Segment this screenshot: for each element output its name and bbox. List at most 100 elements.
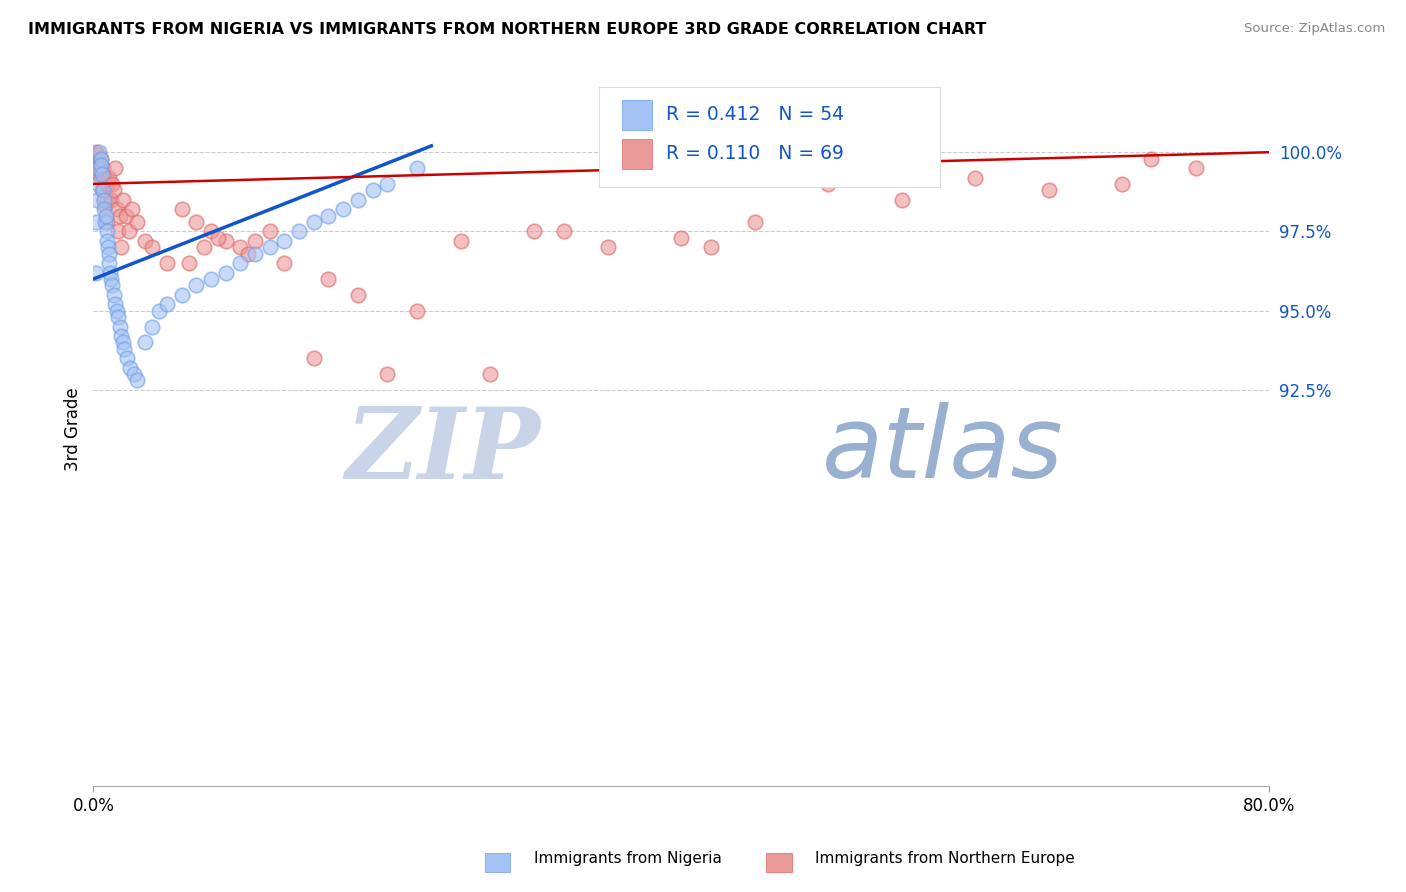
Point [89, 158, 111, 172]
Point [96, 224, 118, 238]
Point [100, 272, 122, 286]
Point [243, 234, 266, 248]
Point [94, 215, 117, 229]
Point [214, 234, 236, 248]
Point [93, 202, 115, 217]
Point [97, 246, 120, 260]
Point [1038, 183, 1060, 197]
Point [86, 193, 108, 207]
Point [107, 224, 129, 238]
Point [361, 183, 384, 197]
Point [669, 231, 692, 245]
Point [347, 288, 370, 302]
Point [186, 215, 208, 229]
Point [94, 177, 117, 191]
Point [107, 310, 129, 324]
Point [318, 272, 340, 286]
Point [91, 161, 114, 175]
Point [111, 335, 134, 350]
Point [450, 234, 472, 248]
Point [90, 158, 112, 172]
Point [596, 240, 619, 254]
Point [98, 266, 121, 280]
Point [817, 177, 839, 191]
Point [302, 215, 325, 229]
Point [98, 256, 121, 270]
Point [90, 152, 112, 166]
Point [90, 170, 112, 185]
Point [259, 224, 281, 238]
Point [101, 278, 124, 293]
Point [288, 224, 311, 238]
Point [103, 288, 125, 302]
Point [87, 177, 110, 191]
Text: atlas: atlas [823, 402, 1064, 500]
Point [98, 170, 121, 185]
Point [127, 373, 149, 387]
Point [186, 278, 208, 293]
Point [94, 199, 117, 213]
Point [84, 266, 107, 280]
Point [170, 202, 193, 217]
Point [91, 168, 114, 182]
Point [156, 256, 179, 270]
Point [86, 154, 108, 169]
Point [405, 161, 427, 175]
Y-axis label: 3rd Grade: 3rd Grade [65, 388, 82, 471]
Point [87, 161, 110, 175]
Point [108, 209, 131, 223]
Point [200, 224, 222, 238]
Point [318, 209, 340, 223]
Point [104, 161, 127, 175]
Point [890, 193, 912, 207]
Point [229, 256, 252, 270]
Text: IMMIGRANTS FROM NIGERIA VS IMMIGRANTS FROM NORTHERN EUROPE 3RD GRADE CORRELATION: IMMIGRANTS FROM NIGERIA VS IMMIGRANTS FR… [28, 22, 987, 37]
Point [93, 193, 115, 207]
Point [148, 303, 170, 318]
Point [90, 152, 112, 166]
Point [120, 360, 142, 375]
Point [87, 161, 110, 175]
Point [200, 272, 222, 286]
Text: R = 0.412   N = 54: R = 0.412 N = 54 [666, 105, 844, 124]
Point [156, 297, 179, 311]
Point [236, 246, 259, 260]
Point [124, 367, 146, 381]
Point [97, 240, 120, 254]
Point [83, 152, 105, 166]
Point [103, 183, 125, 197]
Point [104, 297, 127, 311]
Point [114, 209, 136, 223]
Point [259, 240, 281, 254]
Point [1140, 152, 1163, 166]
Point [193, 240, 215, 254]
Point [91, 183, 114, 197]
Point [105, 202, 128, 217]
Point [89, 145, 111, 160]
Point [115, 351, 138, 366]
Point [93, 170, 115, 185]
Point [273, 234, 295, 248]
Point [111, 193, 134, 207]
Text: ZIP: ZIP [344, 402, 540, 500]
Point [134, 335, 156, 350]
Point [207, 231, 229, 245]
Point [117, 224, 139, 238]
Point [302, 351, 325, 366]
Point [141, 240, 163, 254]
Point [96, 193, 118, 207]
Point [405, 303, 427, 318]
Point [170, 288, 193, 302]
Point [89, 168, 111, 182]
Point [243, 246, 266, 260]
Point [744, 215, 766, 229]
Point [273, 256, 295, 270]
Point [965, 170, 987, 185]
Point [375, 177, 398, 191]
Point [96, 234, 118, 248]
FancyBboxPatch shape [623, 100, 652, 130]
Text: R = 0.110   N = 69: R = 0.110 N = 69 [666, 145, 844, 163]
Point [553, 224, 575, 238]
Point [134, 234, 156, 248]
Point [127, 215, 149, 229]
